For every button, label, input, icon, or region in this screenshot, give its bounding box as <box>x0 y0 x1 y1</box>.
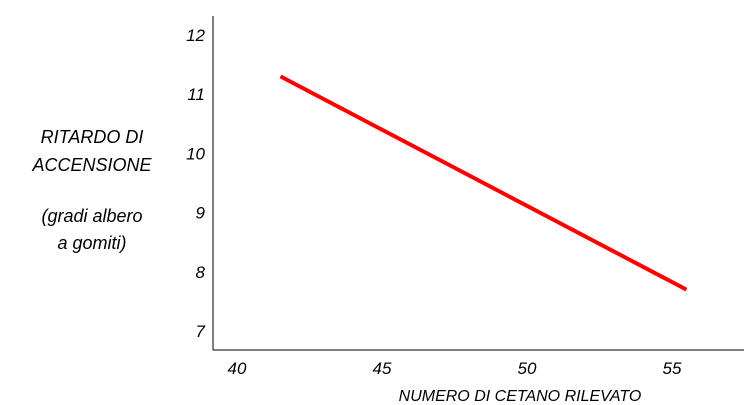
y-tick-label: 9 <box>196 204 206 223</box>
y-tick-label: 7 <box>196 322 206 341</box>
y-tick-label: 12 <box>186 26 205 45</box>
x-axis-label: NUMERO DI CETANO RILEVATO <box>399 388 642 405</box>
x-tick-labels: 40 45 50 55 <box>228 359 682 378</box>
y-tick-labels: 7 8 9 10 11 12 <box>186 26 205 341</box>
y-axis-label-line-2: ACCENSIONE <box>31 155 152 175</box>
series-layer <box>279 74 688 292</box>
x-tick-label: 40 <box>228 359 247 378</box>
y-axis-label-line-4: a gomiti) <box>57 233 126 253</box>
axes <box>212 16 744 351</box>
y-tick-label: 10 <box>186 144 205 163</box>
series-line-1 <box>279 74 688 292</box>
x-tick-label: 45 <box>373 359 392 378</box>
y-tick-label: 11 <box>187 85 205 104</box>
x-tick-label: 50 <box>518 359 537 378</box>
x-tick-label: 55 <box>663 359 682 378</box>
y-axis-label-line-1: RITARDO DI <box>41 127 144 147</box>
y-tick-label: 8 <box>196 263 206 282</box>
y-axis-label-line-3: (gradi albero <box>41 206 142 226</box>
